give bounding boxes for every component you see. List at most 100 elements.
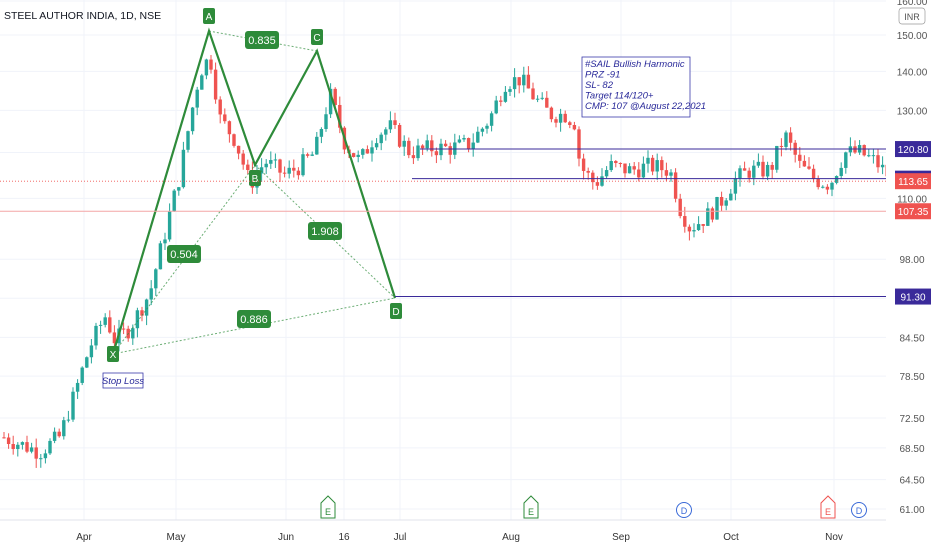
candle-body bbox=[508, 89, 512, 92]
candle-body bbox=[844, 152, 848, 168]
candle-body bbox=[232, 134, 236, 146]
candle-body bbox=[646, 157, 650, 164]
candle-body bbox=[6, 437, 11, 445]
candle-body bbox=[604, 170, 609, 177]
candle-body bbox=[393, 120, 397, 125]
candle-body bbox=[522, 74, 526, 86]
ratio-box bbox=[167, 245, 201, 263]
point-label-b: B bbox=[252, 174, 259, 185]
y-tick-label: 68.50 bbox=[899, 444, 924, 455]
annotation-box bbox=[581, 56, 691, 118]
candle-body bbox=[742, 168, 747, 171]
ratio-box bbox=[308, 222, 342, 240]
level-tag-label: 113.65 bbox=[898, 177, 928, 188]
candle-body bbox=[733, 178, 738, 194]
y-tick-label: 130.00 bbox=[897, 106, 928, 117]
candle-body bbox=[572, 124, 577, 130]
candle-body bbox=[388, 120, 393, 130]
x-tick-label: Aug bbox=[502, 532, 520, 543]
candle-body bbox=[719, 196, 724, 206]
candle-body bbox=[52, 431, 57, 441]
point-marker-b bbox=[249, 170, 261, 186]
ratio-label: 0.835 bbox=[248, 35, 276, 47]
candle-body bbox=[195, 89, 199, 108]
candle-body bbox=[577, 129, 581, 159]
y-tick-label: 72.50 bbox=[899, 414, 924, 425]
candle-body bbox=[512, 77, 517, 90]
event-label: E bbox=[325, 507, 331, 517]
annotation-line: SL- 82 bbox=[585, 80, 614, 91]
candle-body bbox=[407, 140, 411, 156]
candle-body bbox=[696, 224, 701, 231]
earnings-event-icon bbox=[523, 495, 539, 519]
ratio-label: 0.886 bbox=[240, 314, 268, 326]
dividend-event-icon bbox=[851, 502, 867, 518]
candle-body bbox=[301, 154, 305, 176]
dividend-event-icon bbox=[676, 502, 692, 518]
candle-body bbox=[554, 119, 558, 123]
x-tick-label: Nov bbox=[825, 532, 843, 543]
candle-body bbox=[112, 332, 117, 344]
ratio-box bbox=[237, 310, 271, 328]
candle-body bbox=[25, 442, 29, 452]
candle-body bbox=[761, 161, 765, 177]
candle-body bbox=[333, 88, 337, 105]
event-label: E bbox=[825, 507, 831, 517]
candle-body bbox=[94, 325, 98, 346]
candle-body bbox=[517, 77, 521, 86]
candle-body bbox=[420, 145, 425, 149]
candle-body bbox=[614, 161, 618, 164]
candle-body bbox=[167, 211, 172, 240]
candle-body bbox=[471, 142, 475, 149]
ratio-label: 1.908 bbox=[311, 226, 339, 238]
candle-body bbox=[397, 124, 402, 147]
candle-body bbox=[213, 69, 218, 100]
point-marker-d bbox=[390, 303, 402, 319]
candle-body bbox=[75, 382, 80, 392]
x-tick-label: Apr bbox=[76, 532, 92, 543]
currency-label: INR bbox=[904, 12, 920, 22]
y-tick-label: 150.00 bbox=[897, 31, 928, 42]
candle-body bbox=[200, 75, 204, 90]
candle-body bbox=[29, 447, 34, 452]
candle-body bbox=[384, 129, 388, 135]
candle-body bbox=[816, 178, 820, 188]
annotation-line: CMP: 107 @August 22,2021 bbox=[585, 101, 706, 112]
candle-body bbox=[2, 437, 6, 439]
candle-body bbox=[678, 198, 682, 217]
x-tick-label: May bbox=[167, 532, 186, 543]
candle-body bbox=[632, 166, 636, 170]
candle-body bbox=[39, 458, 43, 460]
candle-body bbox=[462, 138, 466, 140]
candle-body bbox=[563, 113, 567, 123]
candle-body bbox=[701, 224, 705, 226]
ratio-box bbox=[245, 31, 279, 49]
candle-body bbox=[558, 113, 563, 123]
candle-body bbox=[149, 288, 153, 300]
candle-body bbox=[273, 159, 278, 161]
candle-body bbox=[218, 99, 222, 115]
candle-body bbox=[204, 59, 209, 76]
candle-body bbox=[710, 208, 715, 220]
xb-dotted bbox=[112, 164, 256, 355]
level-tag-label: 120.80 bbox=[898, 145, 929, 156]
candle-body bbox=[80, 367, 84, 383]
candle-body bbox=[236, 145, 241, 154]
y-tick-label: 110.00 bbox=[897, 194, 927, 205]
candle-body bbox=[62, 420, 66, 437]
x-tick-label: Jun bbox=[278, 532, 294, 543]
candle-body bbox=[683, 216, 687, 227]
candle-body bbox=[655, 160, 659, 172]
annotation-line: #SAIL Bullish Harmonic bbox=[585, 59, 685, 70]
candle-body bbox=[177, 187, 181, 191]
event-label: D bbox=[681, 506, 688, 516]
ratio-label: 0.504 bbox=[170, 249, 198, 261]
x-tick-label: 16 bbox=[338, 532, 350, 543]
candle-body bbox=[227, 121, 232, 135]
annotation-line: PRZ -91 bbox=[585, 70, 620, 81]
candle-body bbox=[770, 164, 774, 170]
candle-body bbox=[871, 155, 876, 157]
point-marker-c bbox=[311, 29, 323, 45]
